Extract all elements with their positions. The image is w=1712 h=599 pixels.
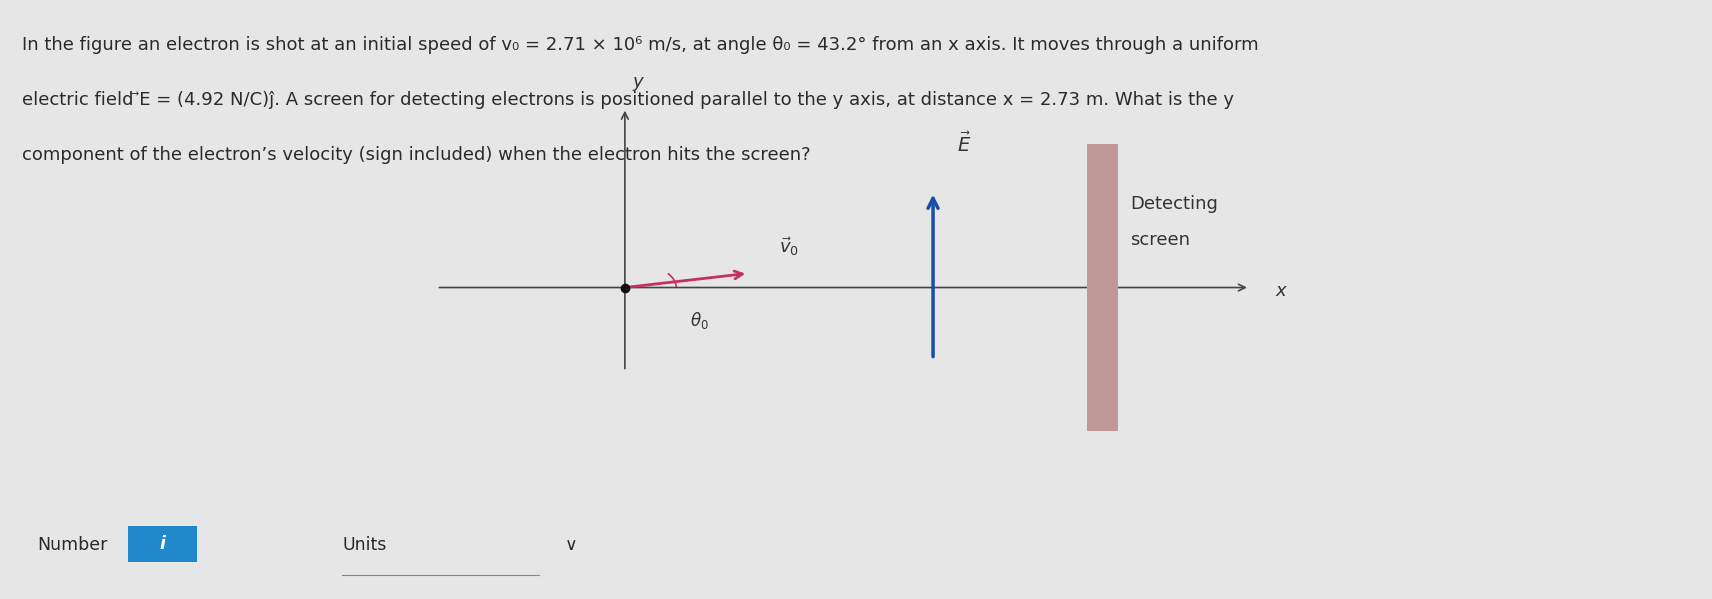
Text: Units: Units	[342, 536, 387, 554]
Text: $\theta_0$: $\theta_0$	[690, 310, 709, 331]
Text: screen: screen	[1130, 231, 1190, 249]
Text: Detecting: Detecting	[1130, 195, 1217, 213]
Text: electric field ⃗E = (4.92 N/C)ĵ. A screen for detecting electrons is positioned : electric field ⃗E = (4.92 N/C)ĵ. A scree…	[22, 91, 1234, 109]
Text: $x$: $x$	[1275, 282, 1289, 300]
Text: i: i	[159, 535, 166, 553]
Text: In the figure an electron is shot at an initial speed of v₀ = 2.71 × 10⁶ m/s, at: In the figure an electron is shot at an …	[22, 36, 1258, 54]
Text: $\vec{E}$: $\vec{E}$	[957, 132, 971, 156]
Text: $\vec{v}_0$: $\vec{v}_0$	[779, 235, 800, 258]
Text: $y$: $y$	[632, 75, 645, 93]
Text: ∨: ∨	[565, 536, 577, 554]
Text: Number: Number	[38, 536, 108, 554]
Bar	[128, 526, 197, 562]
Text: component of the electron’s velocity (sign included) when the electron hits the : component of the electron’s velocity (si…	[22, 146, 811, 164]
Bar	[1087, 144, 1118, 431]
